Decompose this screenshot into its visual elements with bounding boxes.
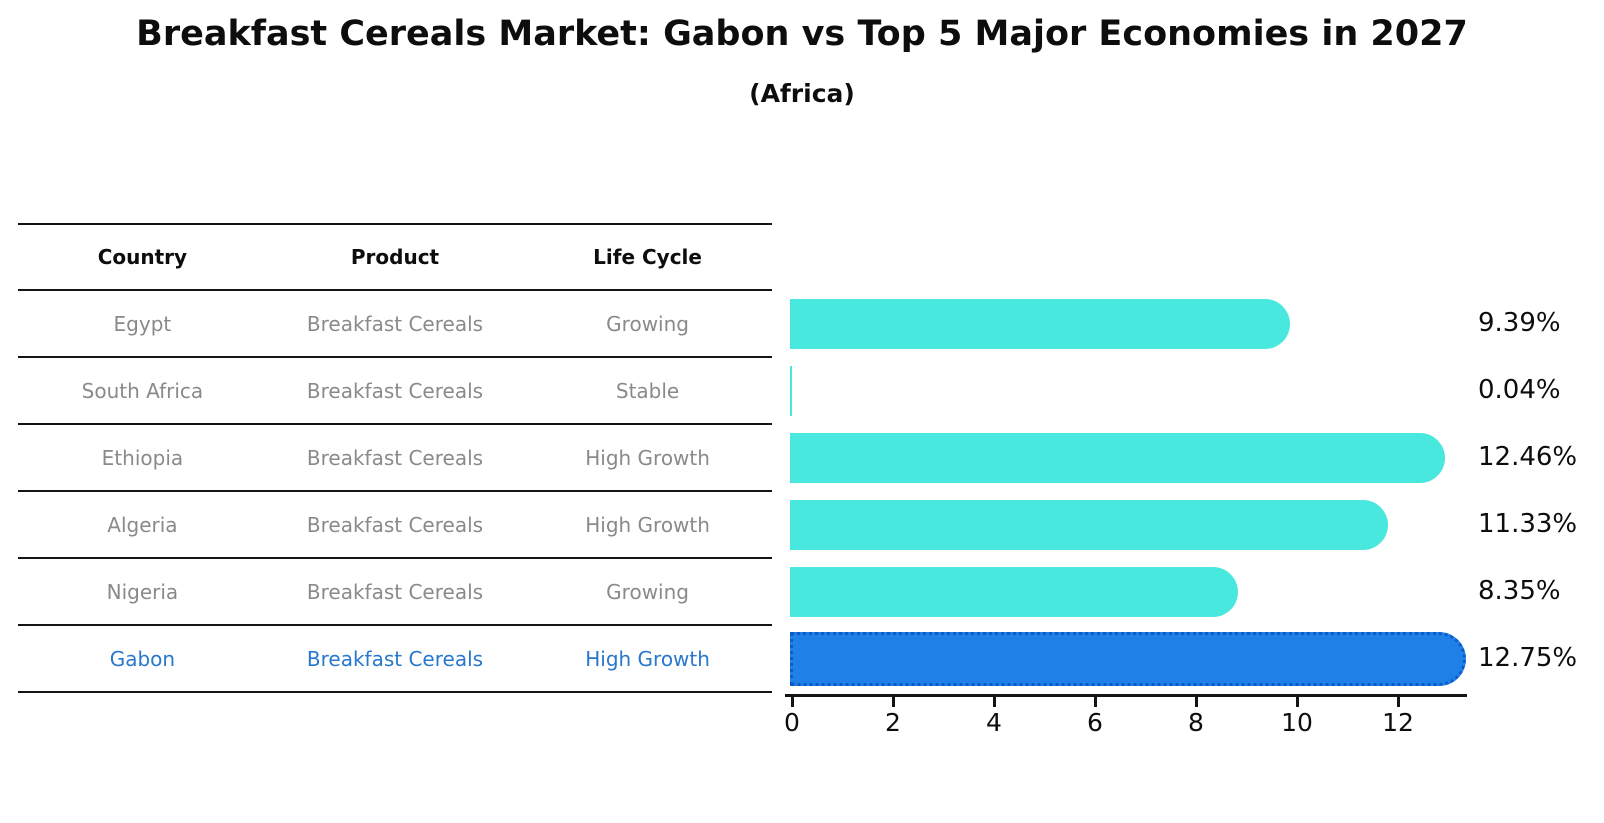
table-cell-product: Breakfast Cereals [306, 579, 484, 604]
table-cell-product: Breakfast Cereals [306, 378, 484, 403]
bar-algeria [790, 500, 1389, 550]
value-label-south-africa: 0.04% [1478, 375, 1561, 405]
x-axis-tick [1194, 697, 1198, 707]
bar-south-africa [790, 366, 793, 416]
table-cell-life-cycle: High Growth [585, 646, 710, 671]
chart-title: Breakfast Cereals Market: Gabon vs Top 5… [136, 14, 1468, 54]
table-cell-life-cycle: Growing [606, 311, 689, 336]
chart-subtitle: (Africa) [749, 79, 855, 108]
table-cell-product: Breakfast Cereals [306, 512, 484, 537]
x-axis-tick-label: 12 [1382, 708, 1414, 737]
table-cell-life-cycle: High Growth [585, 512, 710, 537]
table-cell-country: Ethiopia [101, 445, 184, 470]
x-axis-line [785, 694, 1467, 697]
x-axis-tick [1295, 697, 1299, 707]
x-axis-tick-label: 6 [1087, 708, 1103, 737]
table-cell-country: Egypt [113, 311, 172, 336]
table-header-country: Country [97, 245, 188, 269]
value-label-gabon: 12.75% [1478, 643, 1578, 673]
table-body: Egypt Breakfast Cereals Growing South Afric… [18, 291, 772, 693]
value-label-ethiopia: 12.46% [1478, 442, 1578, 472]
bar-gabon [790, 632, 1466, 686]
table-cell-country: Algeria [107, 512, 178, 537]
x-axis-tick [1093, 697, 1097, 707]
summary-table: Country Product Life Cycle Egypt Breakfas… [18, 223, 772, 693]
x-axis-tick [1396, 697, 1400, 707]
table-row-gabon: Gabon Breakfast Cereals High Growth [18, 626, 772, 693]
table-row-south-africa: South Africa Breakfast Cereals Stable [18, 358, 772, 425]
table-cell-life-cycle: Growing [606, 579, 689, 604]
table-header-life-cycle: Life Cycle [593, 245, 702, 269]
x-axis-tick [790, 697, 794, 707]
value-label-nigeria: 8.35% [1478, 576, 1561, 606]
bar-nigeria [790, 567, 1238, 617]
table-row-egypt: Egypt Breakfast Cereals Growing [18, 291, 772, 358]
x-axis-tick-label: 0 [784, 708, 800, 737]
x-axis-tick [992, 697, 996, 707]
table-cell-product: Breakfast Cereals [306, 311, 484, 336]
x-axis-tick-label: 10 [1281, 708, 1313, 737]
table-cell-product: Breakfast Cereals [306, 646, 484, 671]
value-label-egypt: 9.39% [1478, 308, 1561, 338]
table-cell-life-cycle: Stable [615, 378, 680, 403]
table-cell-product: Breakfast Cereals [306, 445, 484, 470]
x-axis-tick-label: 8 [1188, 708, 1204, 737]
x-axis-tick-label: 4 [986, 708, 1002, 737]
table-row-algeria: Algeria Breakfast Cereals High Growth [18, 492, 772, 559]
table-row-nigeria: Nigeria Breakfast Cereals Growing [18, 559, 772, 626]
table-cell-country: Gabon [109, 646, 176, 671]
table-row-ethiopia: Ethiopia Breakfast Cereals High Growth [18, 425, 772, 492]
table-cell-country: Nigeria [106, 579, 179, 604]
table-header-row: Country Product Life Cycle [18, 223, 772, 291]
x-axis-tick-label: 2 [885, 708, 901, 737]
bar-egypt [790, 299, 1291, 349]
x-axis-tick [891, 697, 895, 707]
table-cell-country: South Africa [81, 378, 204, 403]
table-cell-life-cycle: High Growth [585, 445, 710, 470]
value-label-algeria: 11.33% [1478, 509, 1578, 539]
bar-ethiopia [790, 433, 1446, 483]
table-header-product: Product [350, 245, 440, 269]
